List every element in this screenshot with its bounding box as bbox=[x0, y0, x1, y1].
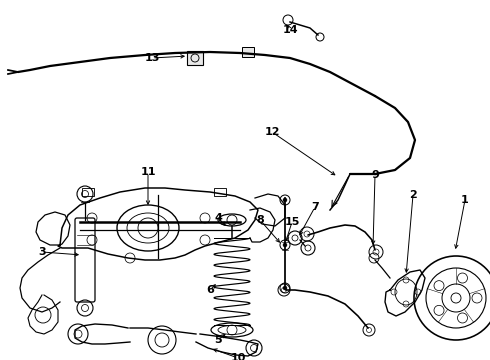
Text: 13: 13 bbox=[145, 53, 160, 63]
Text: 4: 4 bbox=[214, 213, 222, 223]
Circle shape bbox=[283, 198, 287, 202]
Text: 9: 9 bbox=[371, 170, 379, 180]
FancyBboxPatch shape bbox=[242, 47, 254, 57]
Circle shape bbox=[283, 243, 287, 247]
Circle shape bbox=[283, 286, 287, 290]
Text: 15: 15 bbox=[284, 217, 300, 227]
Text: 12: 12 bbox=[264, 127, 280, 137]
Text: 6: 6 bbox=[206, 285, 214, 295]
Text: 7: 7 bbox=[311, 202, 319, 212]
Text: 2: 2 bbox=[409, 190, 417, 200]
Text: 3: 3 bbox=[38, 247, 46, 257]
FancyBboxPatch shape bbox=[187, 51, 203, 65]
Text: 1: 1 bbox=[461, 195, 469, 205]
Text: 10: 10 bbox=[230, 353, 245, 360]
Text: 8: 8 bbox=[256, 215, 264, 225]
Text: 11: 11 bbox=[140, 167, 156, 177]
Text: 5: 5 bbox=[214, 335, 222, 345]
Text: 14: 14 bbox=[282, 25, 298, 35]
